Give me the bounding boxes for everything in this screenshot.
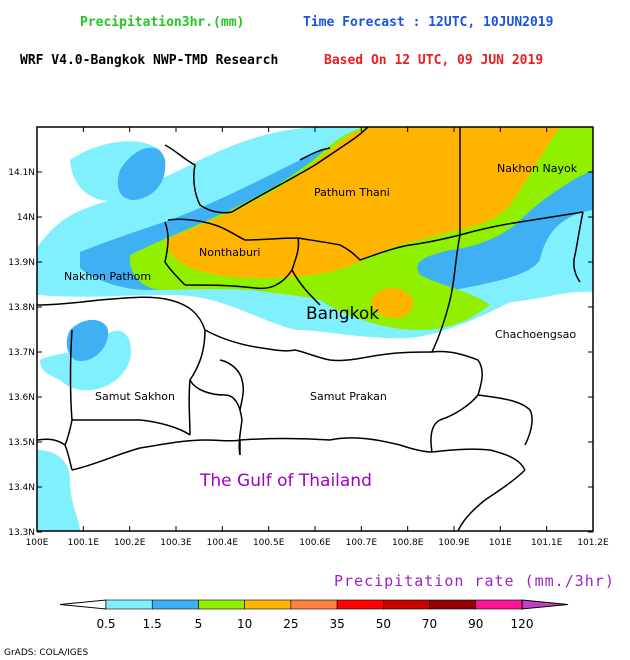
legend-labels: 0.5 1.5 5 10 25 35 50 70 90 120 (96, 617, 533, 631)
legend-title: Precipitation rate (mm./3hr) (334, 572, 615, 590)
x-axis-ticks: 100E 100.1E 100.2E 100.3E 100.4E 100.5E 100.6E… (26, 127, 609, 548)
color-legend (59, 599, 569, 610)
legend-color-box (244, 599, 292, 610)
legend-color-box (198, 599, 245, 610)
x-tick-label: 100.2E (114, 538, 146, 548)
legend-level-label: 0.5 (96, 617, 115, 631)
legend-color-box (105, 599, 153, 610)
label-bangkok: Bangkok (306, 304, 379, 324)
x-tick-label: 101.2E (577, 538, 609, 548)
label-pathum-thani: Pathum Thani (314, 186, 390, 199)
forecast-time: Time Forecast : 12UTC, 10JUN2019 (303, 15, 554, 30)
y-tick-label: 14N (17, 213, 35, 223)
precipitation-field (37, 127, 593, 531)
x-tick-label: 100.7E (346, 538, 378, 548)
label-gulf-of-thailand: The Gulf of Thailand (199, 471, 372, 491)
credit-text: GrADS: COLA/IGES (4, 648, 89, 658)
legend-level-label: 90 (468, 617, 483, 631)
legend-color-box (290, 599, 338, 610)
legend-level-label: 10 (237, 617, 252, 631)
legend-level-label: 120 (511, 617, 534, 631)
legend-color-box (336, 599, 384, 610)
x-tick-label: 100.9E (438, 538, 470, 548)
legend-color-box (475, 599, 523, 610)
label-chachoengsao: Chachoengsao (495, 328, 576, 341)
chart-axes: 100E 100.1E 100.2E 100.3E 100.4E 100.5E 100.6E… (8, 126, 609, 548)
y-axis-ticks: 14.1N 14N 13.9N 13.8N 13.7N 13.6N 13.5N 13.4N 13… (8, 168, 593, 538)
x-tick-label: 100.8E (392, 538, 424, 548)
y-tick-label: 13.9N (8, 258, 35, 268)
legend-level-label: 1.5 (143, 617, 162, 631)
x-tick-label: 100.1E (68, 538, 100, 548)
legend-level-label: 70 (422, 617, 437, 631)
y-tick-label: 13.8N (8, 303, 35, 313)
label-samut-sakhon: Samut Sakhon (95, 390, 175, 403)
model-name: WRF V4.0-Bangkok NWP-TMD Research (20, 53, 279, 68)
based-on-time: Based On 12 UTC, 09 JUN 2019 (324, 53, 544, 68)
x-tick-label: 100E (26, 538, 49, 548)
legend-color-box (429, 599, 477, 610)
precip-band-10 (165, 127, 560, 279)
label-samut-prakan: Samut Prakan (310, 390, 387, 403)
y-tick-label: 13.4N (8, 483, 35, 493)
y-tick-label: 13.3N (8, 528, 35, 538)
legend-color-box (383, 599, 430, 610)
x-tick-label: 101.1E (531, 538, 563, 548)
province-borders (37, 127, 584, 531)
legend-color-box (151, 599, 199, 610)
x-tick-label: 101E (489, 538, 512, 548)
map-labels: Pathum Thani Nakhon Nayok Nonthaburi Nak… (64, 162, 578, 491)
label-nonthaburi: Nonthaburi (199, 246, 261, 259)
label-nakhon-pathom: Nakhon Pathom (64, 270, 151, 283)
variable-title: Precipitation3hr.(mm) (80, 15, 245, 30)
legend-level-label: 25 (283, 617, 298, 631)
x-tick-label: 100.6E (299, 538, 331, 548)
legend-arrow-left (59, 599, 107, 610)
label-nakhon-nayok: Nakhon Nayok (497, 162, 578, 175)
y-tick-label: 13.7N (8, 348, 35, 358)
y-tick-label: 14.1N (8, 168, 35, 178)
legend-arrow-right (521, 599, 569, 610)
legend-level-label: 35 (329, 617, 344, 631)
y-tick-label: 13.6N (8, 393, 35, 403)
x-tick-label: 100.3E (160, 538, 192, 548)
x-tick-label: 100.4E (207, 538, 239, 548)
x-tick-label: 100.5E (253, 538, 285, 548)
legend-level-label: 5 (195, 617, 203, 631)
legend-level-label: 50 (376, 617, 391, 631)
y-tick-label: 13.5N (8, 438, 35, 448)
